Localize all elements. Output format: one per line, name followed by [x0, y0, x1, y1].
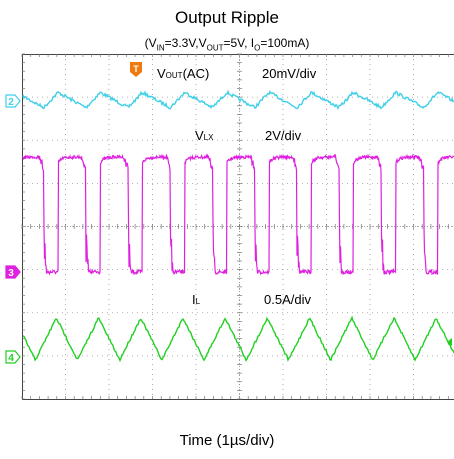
- channel-marker-label: 4: [8, 353, 14, 364]
- channel-marker-4: 4: [6, 351, 20, 364]
- series-scale-vlx: 2V/div: [265, 128, 302, 143]
- channel-marker-3: 3: [6, 266, 20, 279]
- channel-marker-2: 2: [6, 95, 20, 108]
- series-scale-il: 0.5A/div: [264, 292, 311, 307]
- series-scale-vout: 20mV/div: [262, 66, 317, 81]
- channel-marker-label: 2: [8, 97, 14, 108]
- trigger-marker-label: T: [133, 64, 139, 74]
- x-axis-label: Time (1µs/div): [0, 432, 454, 449]
- channel-marker-label: 3: [8, 268, 14, 279]
- series-label-vout: VOUT(AC): [157, 66, 209, 81]
